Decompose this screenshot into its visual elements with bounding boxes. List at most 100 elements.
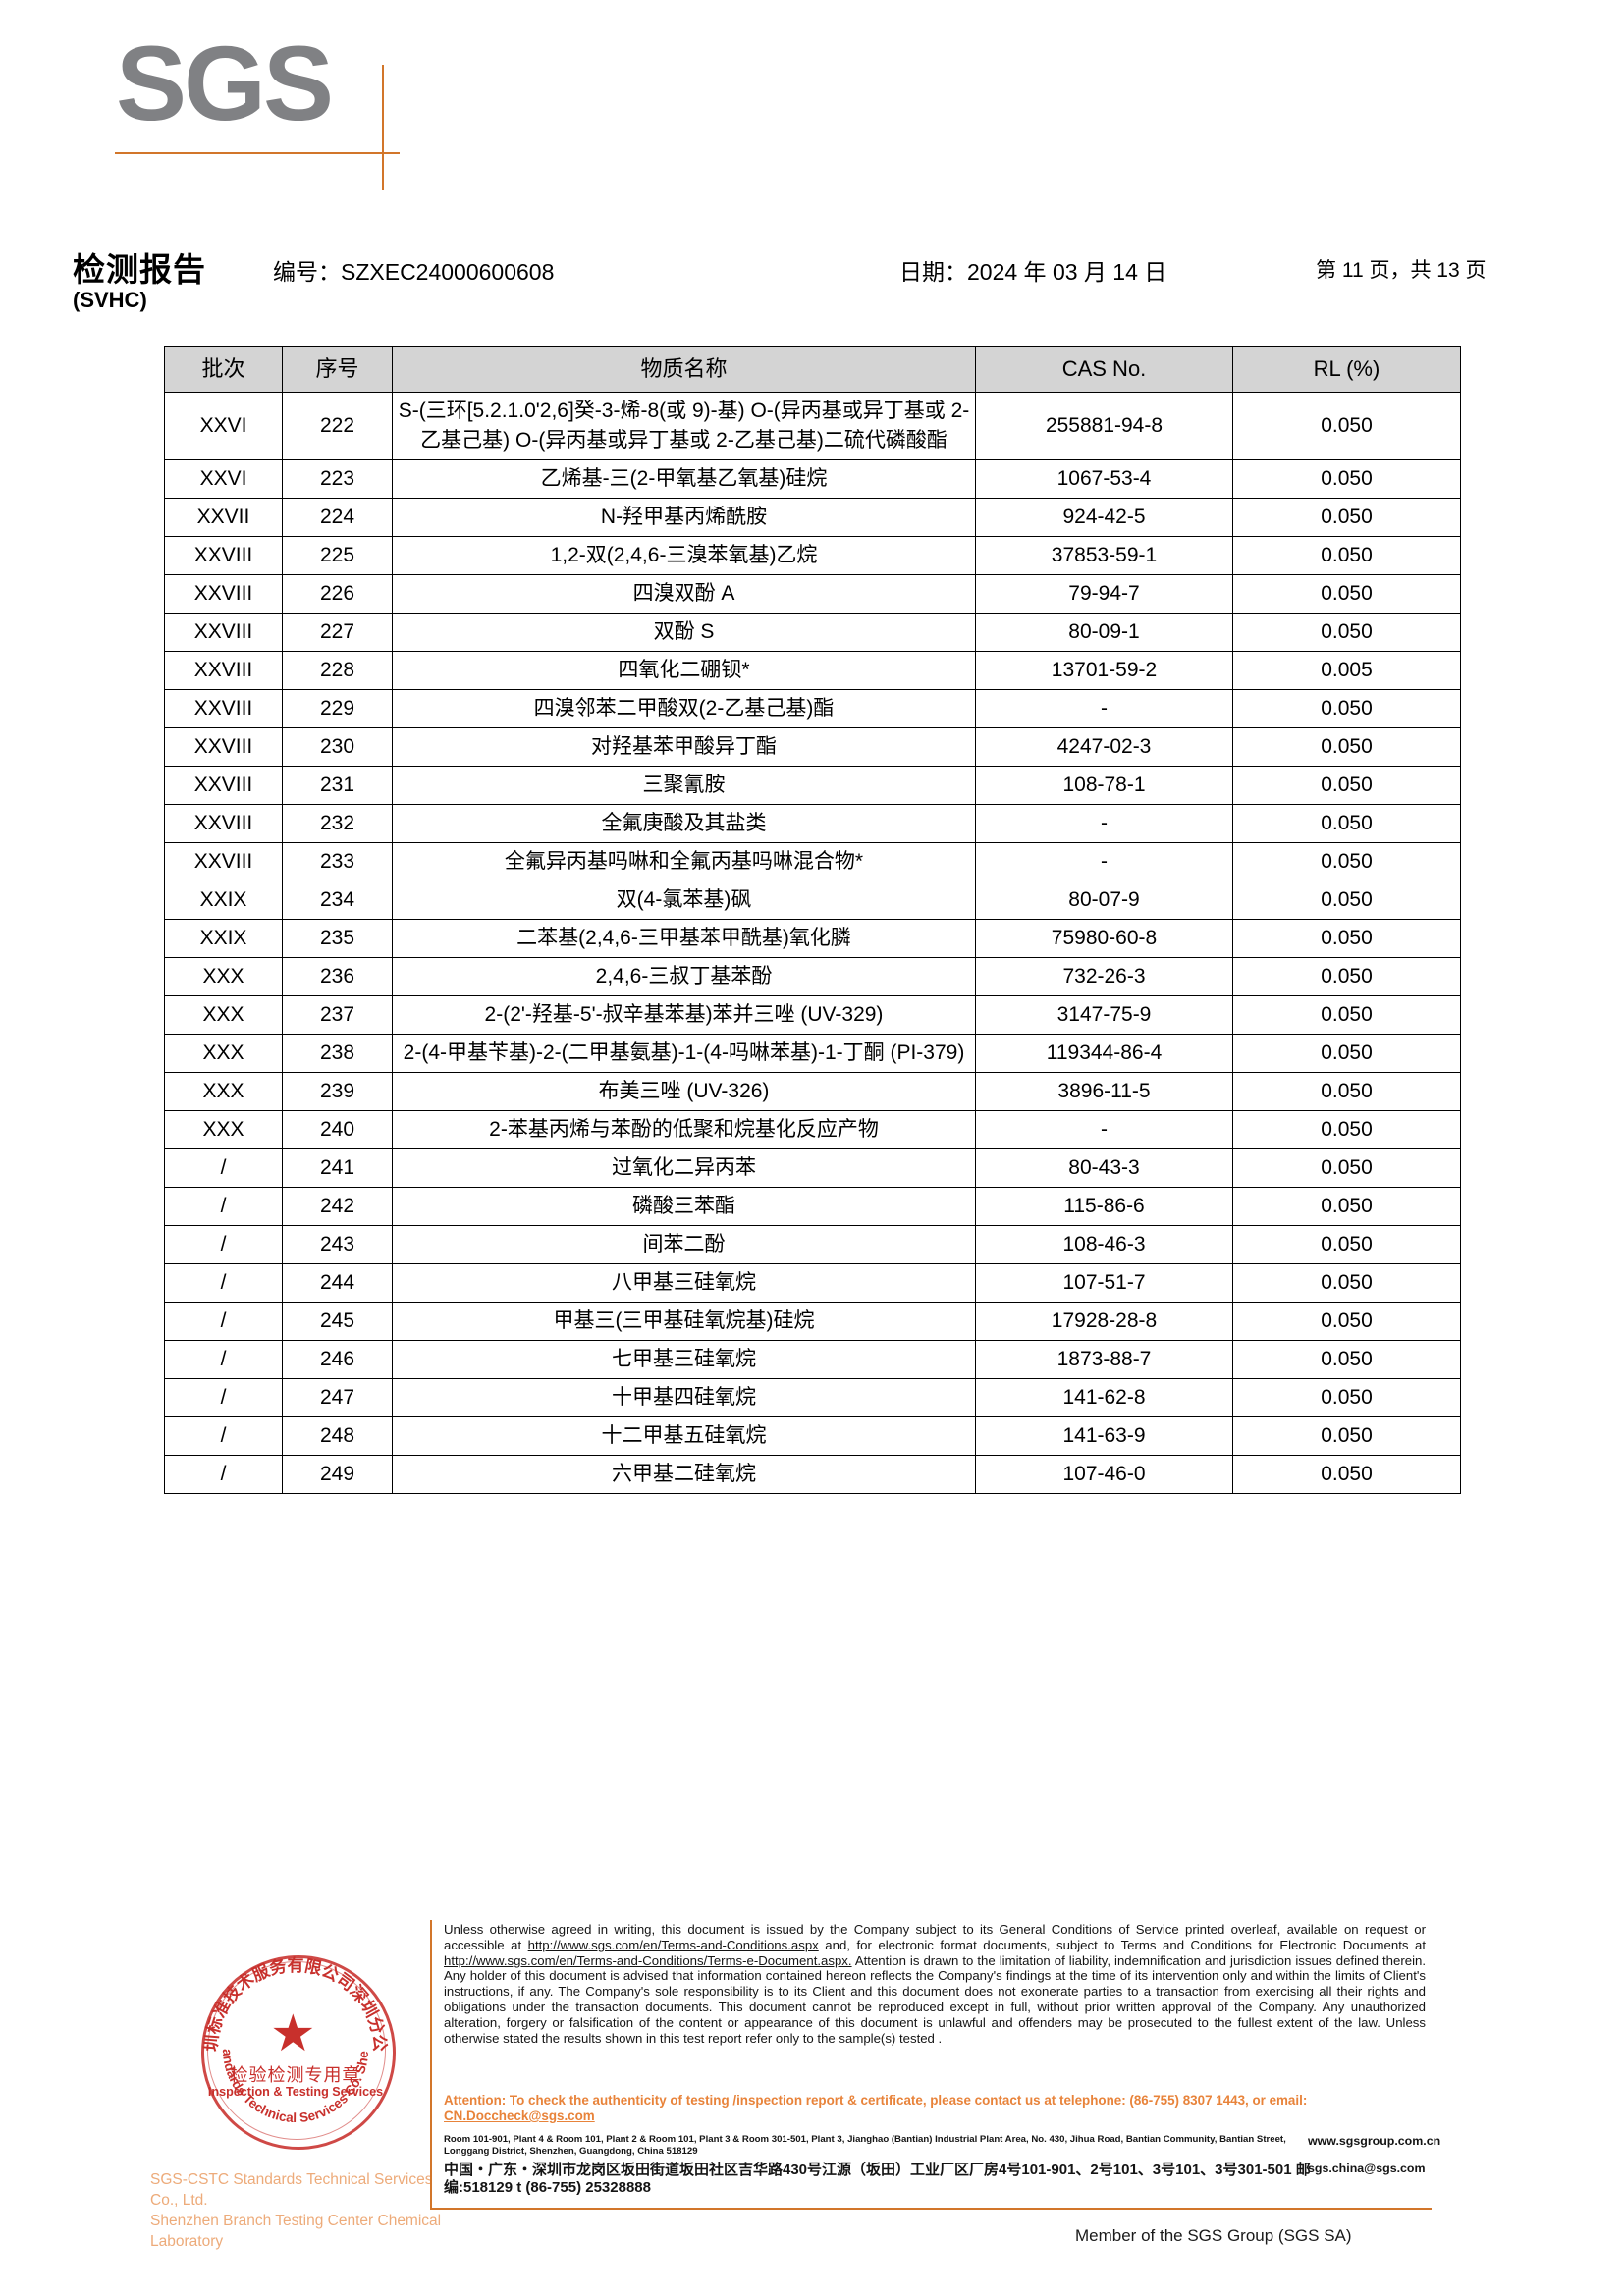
cell-cas-no: - [975,804,1233,843]
cell-rl: 0.050 [1232,1225,1461,1264]
seal-center-english: Inspection & Testing Services [207,2085,384,2099]
table-row: XXVIII 226 四溴双酚 A 79-94-7 0.050 [164,574,1461,614]
table-row: /244 八甲基三硅氧烷 107-51-7 0.050 [164,1263,1461,1303]
cell-rl: 0.050 [1232,392,1461,460]
cell-rl: 0.050 [1232,1072,1461,1111]
cell-batch: XXVIII [164,727,283,767]
cell-substance-name: S-(三环[5.2.1.0'2,6]癸-3-烯-8(或 9)-基) O-(异丙基… [392,392,976,460]
cell-index: 227 [282,613,393,652]
cell-rl: 0.050 [1232,842,1461,881]
cell-rl: 0.050 [1232,919,1461,958]
cell-cas-no: 924-42-5 [975,498,1233,537]
cell-substance-name: 双(4-氯苯基)砜 [392,881,976,920]
cell-batch: / [164,1416,283,1456]
laboratory-name: SGS-CSTC Standards Technical Services Co… [150,2169,455,2252]
svhc-substance-table: 批次 序号 物质名称 CAS No. RL (%) XXVI 222 S-(三环[5… [164,346,1461,1494]
cell-cas-no: 37853-59-1 [975,536,1233,575]
cell-cas-no: 119344-86-4 [975,1034,1233,1073]
table-row: XXX 237 2-(2'-羟基-5'-叔辛基苯基)苯并三唑 (UV-329) 314… [164,995,1461,1035]
page-footer: Unless otherwise agreed in writing, this… [0,1900,1624,2296]
table-row: XXVIII 233 全氟异丙基吗啉和全氟丙基吗啉混合物* -0.050 [164,842,1461,881]
email-link[interactable]: sgs.china@sgs.com [1308,2162,1426,2175]
cell-substance-name: 2-苯基丙烯与苯酚的低聚和烷基化反应产物 [392,1110,976,1149]
table-row: /245 甲基三(三甲基硅氧烷基)硅烷 17928-28-8 0.050 [164,1302,1461,1341]
cell-index: 236 [282,957,393,996]
cell-rl: 0.050 [1232,957,1461,996]
cell-substance-name: 2,4,6-三叔丁基苯酚 [392,957,976,996]
cell-batch: / [164,1187,283,1226]
doccheck-email-link[interactable]: CN.Doccheck@sgs.com [444,2109,595,2123]
logo-horizontal-rule [115,152,400,154]
cell-cas-no: 79-94-7 [975,574,1233,614]
cell-rl: 0.050 [1232,459,1461,499]
cell-index: 242 [282,1187,393,1226]
table-row: XXX 240 2-苯基丙烯与苯酚的低聚和烷基化反应产物 -0.050 [164,1110,1461,1149]
cell-index: 235 [282,919,393,958]
cell-batch: / [164,1378,283,1417]
cell-substance-name: 双酚 S [392,613,976,652]
table-row: XXIX 234 双(4-氯苯基)砜 80-07-9 0.050 [164,881,1461,920]
table-row: XXVII 224 N-羟甲基丙烯酰胺 924-42-5 0.050 [164,498,1461,537]
cell-index: 238 [282,1034,393,1073]
cell-index: 240 [282,1110,393,1149]
table-row: XXX 236 2,4,6-三叔丁基苯酚 732-26-3 0.050 [164,957,1461,996]
logo-vertical-rule [382,65,384,190]
cell-cas-no: 115-86-6 [975,1187,1233,1226]
cell-cas-no: 80-43-3 [975,1148,1233,1188]
cell-batch: XXVIII [164,766,283,805]
cell-batch: XXVIII [164,613,283,652]
page-subtitle: (SVHC) [73,288,147,312]
cell-substance-name: 1,2-双(2,4,6-三溴苯氧基)乙烷 [392,536,976,575]
cell-cas-no: - [975,1110,1233,1149]
seal-arc-text: 深圳标准技术服务有限公司深圳分公司 SGS-CSTC Standards Tec… [201,1955,389,2125]
cell-cas-no: 80-09-1 [975,613,1233,652]
table-row: XXVIII 225 1,2-双(2,4,6-三溴苯氧基)乙烷 37853-59-1 0… [164,536,1461,575]
star-icon: ★ [270,2005,316,2062]
cell-batch: XXVIII [164,536,283,575]
cell-batch: XXIX [164,919,283,958]
table-row: XXIX 235 二苯基(2,4,6-三甲基苯甲酰基)氧化膦 75980-60-8 0.… [164,919,1461,958]
cell-cas-no: 17928-28-8 [975,1302,1233,1341]
sgs-wordmark: SGS [116,24,334,142]
cell-index: 229 [282,689,393,728]
cell-batch: XXVIII [164,651,283,690]
cell-cas-no: 1873-88-7 [975,1340,1233,1379]
cell-index: 245 [282,1302,393,1341]
report-date: 日期：2024 年 03 月 14 日 [899,259,1167,285]
cell-rl: 0.050 [1232,727,1461,767]
cell-index: 243 [282,1225,393,1264]
cell-batch: / [164,1340,283,1379]
website-link[interactable]: www.sgsgroup.com.cn [1308,2134,1441,2148]
cell-batch: XXVIII [164,689,283,728]
cell-rl: 0.050 [1232,574,1461,614]
table-row: XXVIII 232 全氟庚酸及其盐类 -0.050 [164,804,1461,843]
cell-cas-no: - [975,689,1233,728]
column-header-index: 序号 [282,346,393,393]
terms-and-conditions-link[interactable]: http://www.sgs.com/en/Terms-and-Conditio… [527,1937,819,1952]
cell-rl: 0.050 [1232,498,1461,537]
table-row: /246 七甲基三硅氧烷 1873-88-7 0.050 [164,1340,1461,1379]
column-header-rl: RL (%) [1232,346,1461,393]
table-row: XXVIII 230 对羟基苯甲酸异丁酯 4247-02-3 0.050 [164,727,1461,767]
cell-cas-no: 107-46-0 [975,1455,1233,1494]
cell-batch: / [164,1263,283,1303]
cell-substance-name: 十甲基四硅氧烷 [392,1378,976,1417]
cell-index: 225 [282,536,393,575]
cell-substance-name: 2-(4-甲基苄基)-2-(二甲基氨基)-1-(4-吗啉苯基)-1-丁酮 (PI… [392,1034,976,1073]
laboratory-name-line1: SGS-CSTC Standards Technical Services Co… [150,2171,433,2209]
address-english: Room 101-901, Plant 4 & Room 101, Plant … [444,2134,1286,2157]
cell-cas-no: 1067-53-4 [975,459,1233,499]
cell-index: 234 [282,881,393,920]
cell-rl: 0.050 [1232,689,1461,728]
cell-batch: XXX [164,1110,283,1149]
cell-substance-name: 二苯基(2,4,6-三甲基苯甲酰基)氧化膦 [392,919,976,958]
cell-batch: XXX [164,1072,283,1111]
cell-batch: / [164,1302,283,1341]
cell-rl: 0.050 [1232,881,1461,920]
cell-index: 230 [282,727,393,767]
cell-cas-no: 255881-94-8 [975,392,1233,460]
cell-rl: 0.050 [1232,1110,1461,1149]
table-row: /243 间苯二酚 108-46-3 0.050 [164,1225,1461,1264]
table-row: XXVIII 227 双酚 S 80-09-1 0.050 [164,613,1461,652]
terms-e-document-link[interactable]: http://www.sgs.com/en/Terms-and-Conditio… [444,1952,852,1968]
